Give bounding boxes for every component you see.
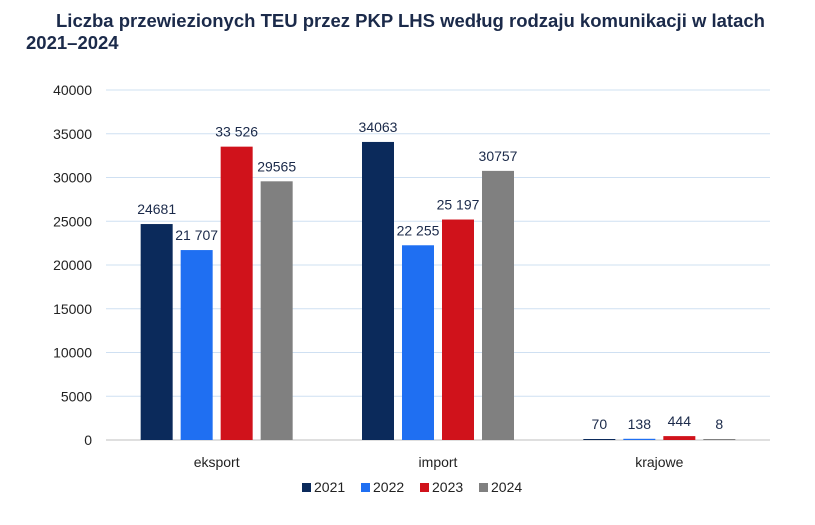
y-tick-label: 30000: [53, 170, 92, 186]
legend-swatch: [420, 483, 429, 492]
legend-label: 2022: [373, 479, 404, 495]
chart-title-line-2: 2021–2024: [26, 32, 119, 53]
y-tick-label: 15000: [53, 301, 92, 317]
data-label: 138: [628, 416, 652, 432]
y-tick-label: 25000: [53, 213, 92, 229]
legend-label: 2024: [491, 479, 522, 495]
y-tick-label: 40000: [53, 82, 92, 98]
bar: [362, 141, 394, 441]
legend-swatch: [361, 483, 370, 492]
bar: [583, 439, 616, 440]
data-label: 8: [715, 416, 723, 432]
bar: [180, 250, 213, 440]
bar: [402, 245, 434, 440]
data-label: 33 526: [215, 124, 258, 140]
bar: [140, 224, 173, 440]
y-tick-label: 5000: [61, 388, 92, 404]
bar: [623, 438, 656, 440]
legend-swatch: [479, 483, 488, 492]
data-label: 25 197: [437, 197, 480, 213]
y-tick-label: 10000: [53, 345, 92, 361]
legend-label: 2021: [314, 479, 345, 495]
data-label: 22 255: [397, 222, 440, 238]
data-label: 30757: [479, 148, 518, 164]
y-tick-label: 20000: [53, 257, 92, 273]
bar: [220, 146, 253, 440]
x-category-label: eksport: [194, 454, 240, 470]
data-label: 24681: [137, 201, 176, 217]
legend-label: 2023: [432, 479, 463, 495]
data-label: 34063: [359, 119, 398, 135]
data-label: 29565: [257, 158, 296, 174]
data-label: 444: [668, 413, 692, 429]
data-label: 70: [592, 416, 608, 432]
legend-swatch: [302, 483, 311, 492]
bar: [663, 436, 696, 440]
bar: [482, 170, 514, 440]
bar: [703, 439, 736, 440]
y-tick-label: 35000: [53, 126, 92, 142]
y-tick-label: 0: [84, 432, 92, 448]
x-category-label: krajowe: [635, 454, 683, 470]
bar: [442, 219, 474, 440]
x-category-label: import: [419, 454, 458, 470]
chart-title: Liczba przewiezionych TEU przez PKP LHS …: [26, 10, 766, 54]
bar: [260, 181, 293, 440]
chart-title-line-1: Liczba przewiezionych TEU przez PKP LHS …: [56, 10, 765, 31]
data-label: 21 707: [175, 227, 218, 243]
